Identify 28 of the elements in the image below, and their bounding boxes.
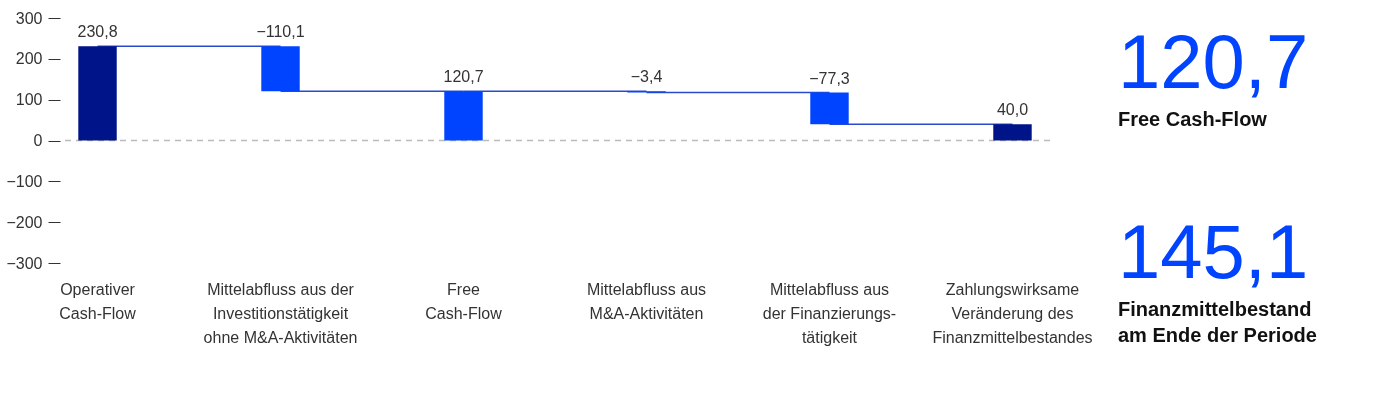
- y-tick-label: 200: [15, 50, 43, 68]
- data-label: 120,7: [443, 68, 484, 86]
- x-tick-label: Operativer Cash-Flow: [59, 280, 137, 322]
- data-label: 40,0: [996, 101, 1029, 119]
- x-tick-label: Mittelabfluss aus der Finanzierungs- tätigkeit: [762, 280, 897, 346]
- data-label: −110,1: [256, 23, 305, 41]
- bar: [444, 91, 483, 141]
- x-tick-label: Free Cash-Flow: [425, 280, 503, 322]
- y-tick-label: −100: [6, 172, 43, 190]
- data-label: −3,4: [630, 68, 663, 86]
- y-tick-label: 0: [33, 132, 43, 149]
- bar: [810, 92, 849, 125]
- data-label: 230,8: [77, 23, 118, 41]
- text: Finanzmittelbestand am Ende der Periode: [1118, 298, 1317, 346]
- data-label: −77,3: [809, 69, 850, 87]
- y-tick-label: −300: [6, 254, 43, 272]
- text: 120,7: [1118, 19, 1309, 104]
- y-tick-label: −200: [6, 213, 43, 231]
- y-tick-label: 300: [15, 9, 43, 27]
- bar: [993, 124, 1032, 141]
- x-tick-label: Mittelabfluss aus M&A-Aktivitäten: [586, 280, 707, 322]
- bar: [261, 46, 300, 92]
- bar: [78, 46, 117, 141]
- text: Free Cash-Flow: [1118, 108, 1268, 130]
- x-tick-label: Zahlungswirksame Veränderung des Finanzmittelbestandes: [932, 280, 1093, 346]
- text: 145,1: [1118, 209, 1309, 294]
- y-tick-label: 100: [15, 91, 43, 109]
- x-tick-label: Mittelabfluss aus der Investitionstätigkeit ohne M&A-Aktivitäten: [203, 280, 358, 346]
